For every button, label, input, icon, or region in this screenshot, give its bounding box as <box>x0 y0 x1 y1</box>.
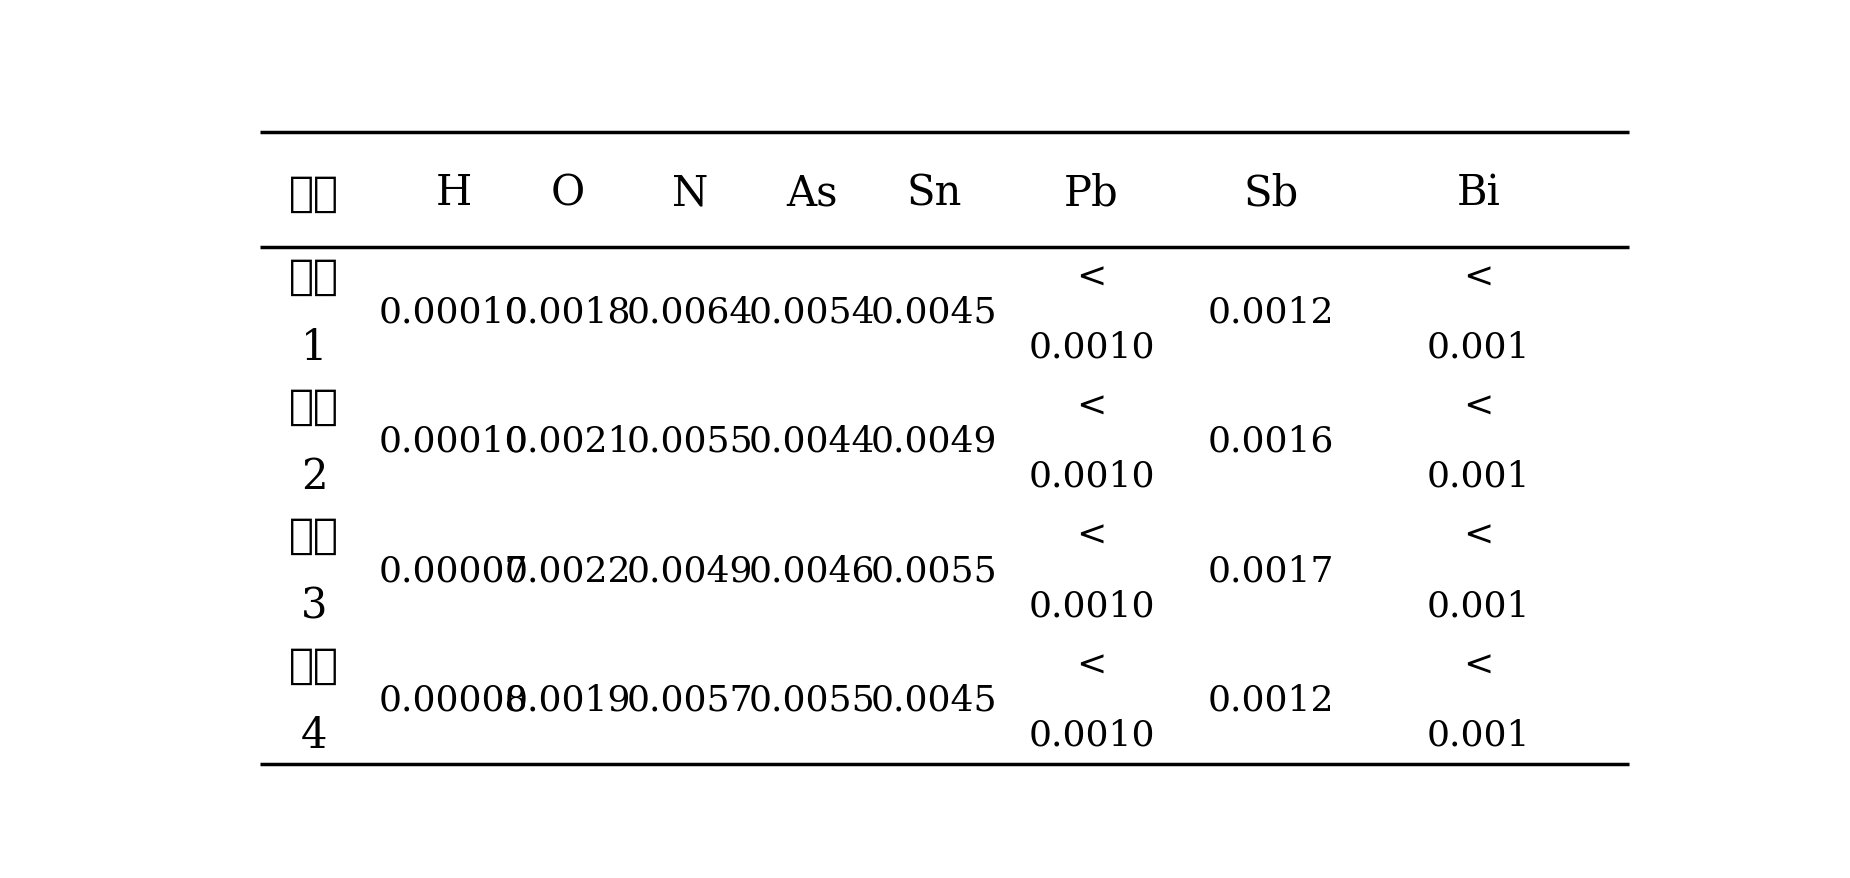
Text: 0.0057: 0.0057 <box>627 683 753 716</box>
Text: 0.0046: 0.0046 <box>749 554 875 587</box>
Text: 0.0055: 0.0055 <box>870 554 997 587</box>
Text: N: N <box>672 172 709 214</box>
Text: 0.0016: 0.0016 <box>1208 424 1334 458</box>
Text: 0.00010: 0.00010 <box>379 295 529 329</box>
Text: 实例: 实例 <box>289 172 339 214</box>
Text: <: < <box>1077 260 1106 294</box>
Text: <: < <box>1463 518 1493 552</box>
Text: 实例: 实例 <box>289 644 339 686</box>
Text: Sb: Sb <box>1243 172 1299 214</box>
Text: 3: 3 <box>302 585 327 627</box>
Text: 实例: 实例 <box>289 515 339 557</box>
Text: 0.0044: 0.0044 <box>749 424 875 458</box>
Text: <: < <box>1077 518 1106 552</box>
Text: 0.0045: 0.0045 <box>871 295 997 329</box>
Text: 实例: 实例 <box>289 255 339 298</box>
Text: 0.0049: 0.0049 <box>627 554 753 587</box>
Text: <: < <box>1463 648 1493 681</box>
Text: 0.0010: 0.0010 <box>1029 459 1154 493</box>
Text: 实例: 实例 <box>289 385 339 427</box>
Text: 0.001: 0.001 <box>1426 459 1530 493</box>
Text: Pb: Pb <box>1064 172 1119 214</box>
Text: Sn: Sn <box>906 172 962 214</box>
Text: 0.0021: 0.0021 <box>505 424 631 458</box>
Text: 0.0045: 0.0045 <box>871 683 997 716</box>
Text: H: H <box>435 172 472 214</box>
Text: 0.001: 0.001 <box>1426 718 1530 752</box>
Text: 0.0012: 0.0012 <box>1208 683 1334 716</box>
Text: 0.001: 0.001 <box>1426 589 1530 623</box>
Text: 0.0010: 0.0010 <box>1029 330 1154 364</box>
Text: 0.0055: 0.0055 <box>627 424 753 458</box>
Text: O: O <box>551 172 585 214</box>
Text: 0.0054: 0.0054 <box>749 295 875 329</box>
Text: 0.0010: 0.0010 <box>1029 589 1154 623</box>
Text: 0.001: 0.001 <box>1426 330 1530 364</box>
Text: 0.0018: 0.0018 <box>505 295 631 329</box>
Text: 0.0049: 0.0049 <box>871 424 997 458</box>
Text: <: < <box>1463 389 1493 423</box>
Text: 0.00008: 0.00008 <box>379 683 529 716</box>
Text: <: < <box>1463 260 1493 294</box>
Text: 0.0064: 0.0064 <box>627 295 753 329</box>
Text: 0.00007: 0.00007 <box>379 554 527 587</box>
Text: 0.0019: 0.0019 <box>505 683 631 716</box>
Text: <: < <box>1077 648 1106 681</box>
Text: 0.00010: 0.00010 <box>379 424 529 458</box>
Text: 0.0055: 0.0055 <box>749 683 875 716</box>
Text: 0.0010: 0.0010 <box>1029 718 1154 752</box>
Text: 0.0022: 0.0022 <box>505 554 631 587</box>
Text: Bi: Bi <box>1456 172 1500 214</box>
Text: As: As <box>786 172 838 214</box>
Text: <: < <box>1077 389 1106 423</box>
Text: 1: 1 <box>302 326 327 368</box>
Text: 4: 4 <box>302 714 327 756</box>
Text: 2: 2 <box>302 456 327 498</box>
Text: 0.0012: 0.0012 <box>1208 295 1334 329</box>
Text: 0.0017: 0.0017 <box>1208 554 1334 587</box>
